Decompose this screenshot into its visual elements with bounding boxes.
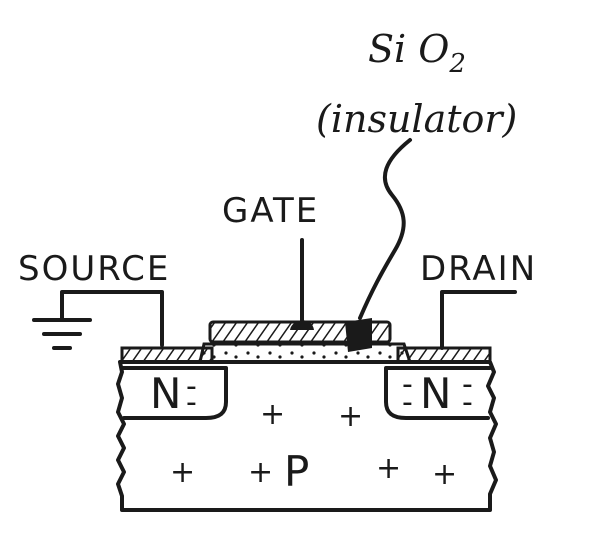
source-minus-sign: - xyxy=(186,369,197,404)
source-label: SOURCE xyxy=(18,249,170,289)
gate-contact-blob xyxy=(290,320,314,330)
oxide-pointer-line xyxy=(358,138,412,320)
oxide-subscript: 2 xyxy=(448,49,466,79)
plus-sign-4: + xyxy=(248,455,273,490)
drain-lead xyxy=(440,290,517,350)
drain-minus-sign-2: - xyxy=(402,385,413,420)
plus-sign-5: + xyxy=(376,451,401,486)
substrate-p-label: P xyxy=(284,447,309,496)
gate-label: GATE xyxy=(222,191,319,231)
plus-sign-3: + xyxy=(170,455,195,490)
drain-minus-sign-3: - xyxy=(462,367,473,402)
drain-minus-sign-4: - xyxy=(462,385,473,420)
oxide-note: (insulator) xyxy=(316,97,517,141)
substrate-body xyxy=(116,360,498,512)
surface-hatch-left xyxy=(120,346,214,364)
source-lead xyxy=(60,290,164,347)
source-minus-sign-2: - xyxy=(186,385,197,420)
source-n-label: N xyxy=(150,369,181,418)
oxide-formula: Si O xyxy=(368,27,449,71)
svg-text:Si O2: Si O2 xyxy=(368,27,466,79)
drain-minus-sign: - xyxy=(402,367,413,402)
drain-n-well xyxy=(384,366,492,420)
ground-icon xyxy=(32,318,92,350)
plus-sign-6: + xyxy=(432,457,457,492)
plus-sign-2: + xyxy=(338,399,363,434)
oxide-label: Si O2 (insulator) xyxy=(316,27,517,141)
drain-n-label: N xyxy=(420,369,451,418)
oxide-layer xyxy=(198,342,413,364)
surface-hatch-right xyxy=(396,346,492,364)
source-n-well xyxy=(120,366,228,420)
drain-label: DRAIN xyxy=(420,249,537,289)
plus-sign-1: + xyxy=(260,397,285,432)
